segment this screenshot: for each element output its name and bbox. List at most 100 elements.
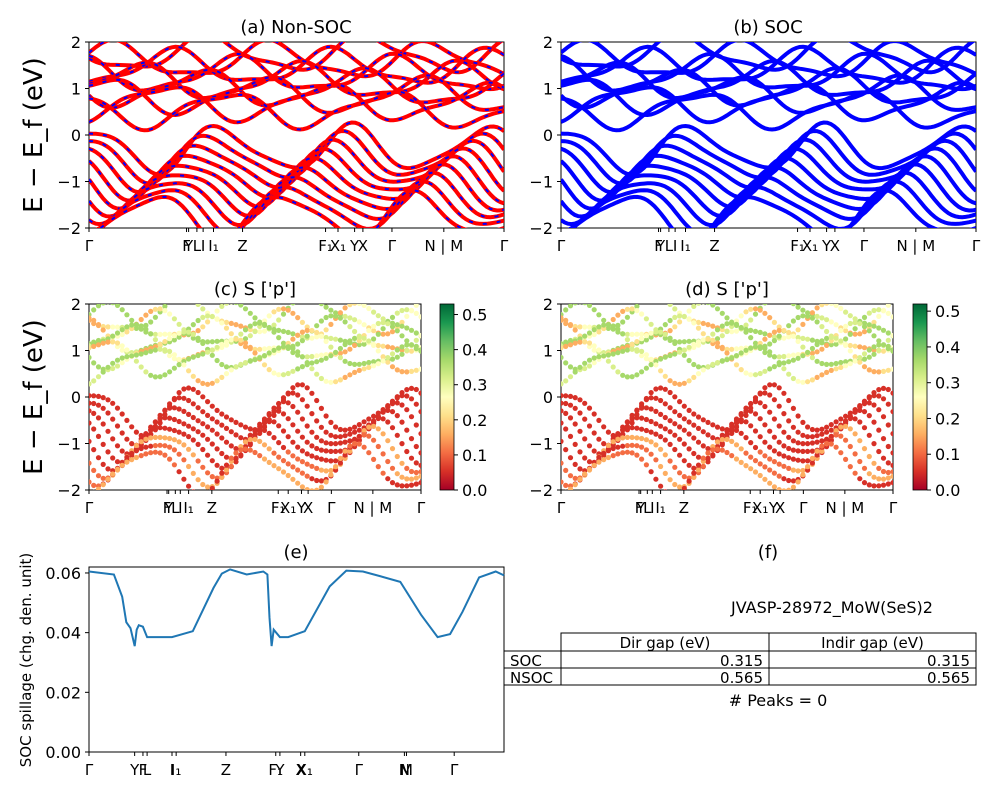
data-point (885, 367, 891, 373)
data-point (223, 467, 230, 473)
data-point (385, 404, 391, 410)
data-point (838, 364, 844, 370)
data-point (323, 440, 329, 446)
data-point (639, 311, 645, 317)
data-point (828, 441, 834, 447)
data-point (347, 431, 353, 437)
band-line-soc (89, 90, 504, 132)
data-point (366, 364, 372, 370)
data-point (733, 353, 740, 359)
data-point (352, 424, 358, 430)
data-point (152, 314, 158, 320)
data-point (371, 309, 377, 315)
data-point (695, 319, 702, 325)
data-point (577, 449, 583, 455)
data-point (186, 483, 192, 489)
data-point (114, 423, 121, 429)
data-point (280, 428, 287, 434)
data-point (352, 342, 358, 348)
data-point (852, 470, 858, 476)
data-point (219, 341, 225, 347)
data-point (757, 391, 763, 397)
data-point (323, 338, 329, 344)
data-point (748, 400, 754, 407)
data-point (653, 421, 659, 427)
data-point (366, 416, 372, 422)
data-point (342, 305, 348, 311)
data-point (649, 293, 654, 298)
data-point (337, 337, 343, 343)
data-point (629, 420, 635, 426)
x-tick-label: Z (709, 237, 719, 255)
data-point (710, 331, 716, 337)
data-point (843, 336, 849, 342)
data-point (124, 347, 130, 353)
data-point (337, 355, 343, 361)
data-point (843, 423, 849, 429)
x-tick-label: Γ (85, 761, 94, 779)
data-point (790, 438, 797, 444)
data-point (586, 340, 593, 346)
data-point (781, 411, 787, 417)
data-point (385, 438, 391, 444)
data-point (563, 447, 569, 453)
data-point (413, 304, 419, 308)
data-point (795, 304, 801, 310)
data-point (389, 324, 396, 330)
x-tick-label: Y (768, 499, 779, 517)
data-point (186, 463, 192, 470)
data-point (648, 469, 654, 475)
data-point (418, 390, 421, 396)
data-point (209, 347, 215, 353)
data-point (190, 426, 196, 432)
data-point (299, 434, 305, 440)
data-point (795, 334, 801, 341)
data-point (295, 409, 301, 415)
data-point (280, 411, 287, 417)
data-point (563, 426, 569, 432)
data-point (385, 331, 391, 337)
data-point (643, 337, 650, 343)
data-point (276, 466, 282, 472)
data-point (190, 414, 196, 421)
data-point (247, 333, 253, 339)
data-point (223, 371, 230, 377)
data-point (304, 360, 310, 366)
data-point (800, 344, 806, 350)
data-point (408, 455, 415, 461)
data-point (304, 461, 310, 467)
data-point (738, 430, 744, 436)
data-point (252, 315, 258, 321)
data-point (672, 340, 678, 346)
data-point (418, 431, 421, 437)
data-point (110, 333, 116, 339)
data-point (385, 321, 391, 327)
data-point (876, 387, 882, 393)
data-point (629, 412, 635, 418)
x-tick-label: F (139, 761, 148, 779)
data-point (404, 393, 410, 399)
data-point (295, 428, 301, 434)
data-point (167, 456, 173, 462)
data-point (228, 455, 234, 461)
data-point (852, 416, 858, 422)
data-point (771, 364, 778, 370)
data-point (824, 424, 830, 430)
data-point (186, 434, 192, 440)
data-point (114, 459, 121, 465)
y-tick-label: 1 (71, 342, 81, 361)
data-point (695, 371, 702, 377)
data-point (418, 469, 421, 475)
data-point (876, 347, 882, 353)
band-line (89, 44, 504, 85)
data-point (776, 487, 782, 490)
data-point (752, 444, 759, 451)
data-point (309, 366, 315, 372)
data-point (662, 452, 668, 458)
data-point (95, 393, 102, 399)
data-point (857, 321, 863, 327)
data-point (266, 459, 272, 465)
data-point (328, 335, 334, 341)
data-point (615, 444, 621, 450)
data-point (413, 386, 419, 393)
